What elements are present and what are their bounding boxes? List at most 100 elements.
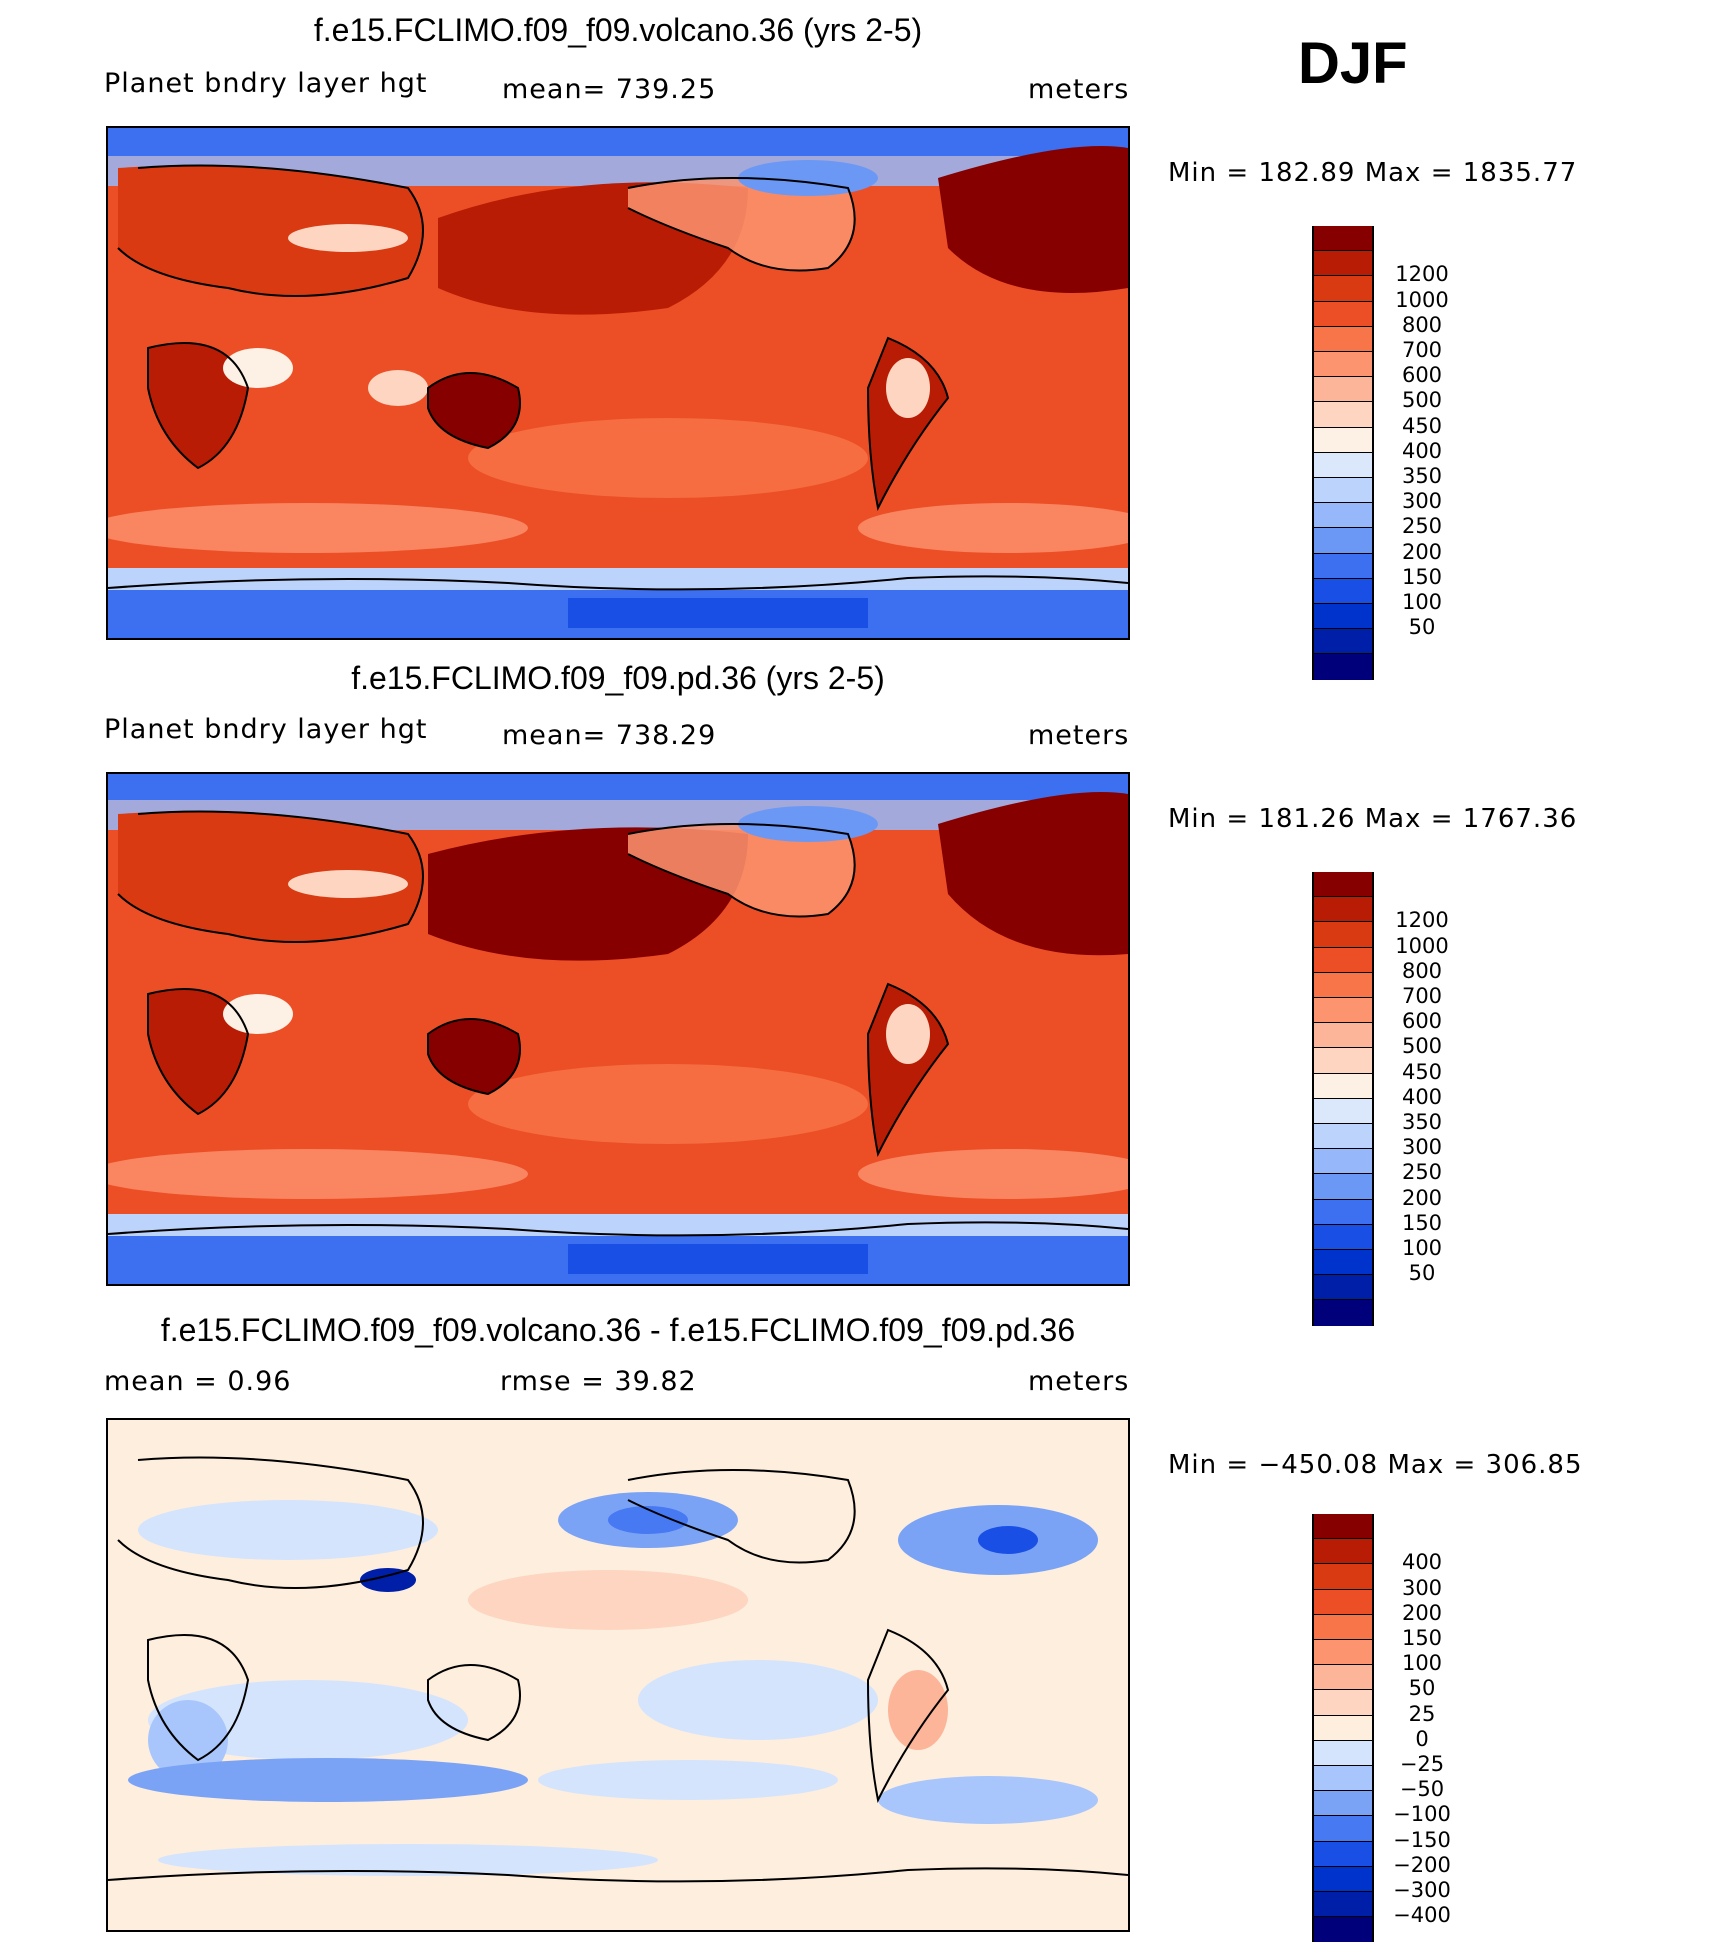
- colorbar-segment: [1314, 452, 1372, 478]
- colorbar-tick-label: 100: [1401, 1651, 1443, 1676]
- colorbar-segment: [1314, 1275, 1372, 1301]
- colorbar-segment: [1314, 1048, 1372, 1074]
- colorbar-tick-label: 250: [1401, 1160, 1443, 1185]
- panel1-mean: mean= 739.25: [502, 74, 717, 105]
- colorbar-tick-label: 200: [1401, 1600, 1443, 1625]
- panel2-mean: mean= 738.29: [502, 720, 717, 751]
- colorbar-tick-label: 700: [1401, 338, 1443, 362]
- colorbar-segment: [1314, 1665, 1372, 1691]
- colorbar-tick-label: 350: [1401, 1110, 1443, 1134]
- panel1-variable: Planet bndry layer hgt: [104, 68, 428, 99]
- colorbar-segment: [1314, 1740, 1372, 1766]
- panel2-variable: Planet bndry layer hgt: [104, 714, 428, 745]
- colorbar-tick-label: 600: [1401, 1009, 1443, 1034]
- colorbar-tick-label: 100: [1401, 590, 1443, 614]
- colorbar-segment: [1314, 629, 1372, 655]
- colorbar-bar: [1312, 226, 1374, 680]
- colorbar-tick-label: −100: [1393, 1802, 1451, 1827]
- colorbar-segment: [1314, 1766, 1372, 1792]
- colorbar-tick-label: 500: [1401, 388, 1443, 413]
- panel1-title: f.e15.FCLIMO.f09_f09.volcano.36 (yrs 2-5…: [313, 12, 923, 48]
- colorbar-tick-label: 600: [1401, 363, 1443, 388]
- colorbar-segment: [1314, 478, 1372, 504]
- panel1-minmax: Min = 182.89 Max = 1835.77: [1168, 158, 1578, 188]
- colorbar-segment: [1314, 604, 1372, 630]
- panel3-units: meters: [1028, 1366, 1130, 1397]
- colorbar-tick-label: 700: [1401, 984, 1443, 1008]
- colorbar-segment: [1314, 1791, 1372, 1817]
- colorbar-segment: [1314, 276, 1372, 302]
- colorbar-tick-label: 400: [1401, 438, 1443, 463]
- colorbar-segment: [1314, 1023, 1372, 1049]
- colorbar-segment: [1314, 352, 1372, 378]
- colorbar-tick-label: −400: [1393, 1903, 1451, 1928]
- colorbar-segment: [1314, 998, 1372, 1024]
- colorbar-segment: [1314, 1892, 1372, 1918]
- panel3-minmax: Min = −450.08 Max = 306.85: [1168, 1450, 1583, 1480]
- colorbar-segment: [1314, 947, 1372, 973]
- colorbar-tick-label: 800: [1401, 958, 1443, 983]
- panel2-minmax: Min = 181.26 Max = 1767.36: [1168, 804, 1578, 834]
- colorbar-tick-label: 400: [1401, 1084, 1443, 1109]
- colorbar-tick-label: 200: [1401, 539, 1443, 564]
- colorbar-segment: [1314, 1816, 1372, 1842]
- colorbar-tick-label: −50: [1399, 1777, 1445, 1802]
- season-label: DJF: [1298, 31, 1408, 96]
- colorbar-tick-label: 1200: [1395, 908, 1449, 933]
- colorbar-tick-label: 1000: [1395, 933, 1449, 958]
- colorbar-tick-label: 450: [1401, 413, 1443, 438]
- colorbar-tick-label: 150: [1401, 1626, 1443, 1650]
- colorbar-segment: [1314, 1250, 1372, 1276]
- colorbar-segment: [1314, 1614, 1372, 1640]
- colorbar-segment: [1314, 872, 1372, 898]
- panel2-map-svg: [108, 774, 1128, 1284]
- colorbar-tick-label: 450: [1401, 1059, 1443, 1084]
- colorbar-segment: [1314, 553, 1372, 579]
- colorbar-tick-label: 50: [1408, 1261, 1436, 1286]
- colorbar-segment: [1314, 1174, 1372, 1200]
- panel1-map: [106, 126, 1130, 640]
- colorbar-tick-label: 300: [1401, 1135, 1443, 1160]
- colorbar-segment: [1314, 1199, 1372, 1225]
- panel3-map-svg: [108, 1420, 1128, 1930]
- colorbar-segment: [1314, 377, 1372, 403]
- colorbar-segment: [1314, 1124, 1372, 1150]
- colorbar-segment: [1314, 427, 1372, 453]
- colorbar-segment: [1314, 1715, 1372, 1741]
- colorbar-segment: [1314, 301, 1372, 327]
- colorbar-segment: [1314, 1564, 1372, 1590]
- panel1-units: meters: [1028, 74, 1130, 105]
- colorbar-segment: [1314, 1539, 1372, 1565]
- colorbar-tick-label: 350: [1401, 464, 1443, 488]
- colorbar-segment: [1314, 251, 1372, 277]
- colorbar-segment: [1314, 1866, 1372, 1892]
- panel3-map: [106, 1418, 1130, 1932]
- colorbar-segment: [1314, 226, 1372, 252]
- colorbar-segment: [1314, 1841, 1372, 1867]
- colorbar-segment: [1314, 897, 1372, 923]
- colorbar-tick-label: 1000: [1395, 287, 1449, 312]
- colorbar-segment: [1314, 1589, 1372, 1615]
- colorbar-segment: [1314, 972, 1372, 998]
- colorbar-tick-label: −200: [1393, 1852, 1451, 1877]
- colorbar-bar: [1312, 1514, 1374, 1942]
- colorbar-tick-label: 500: [1401, 1034, 1443, 1059]
- colorbar-tick-label: 150: [1401, 564, 1443, 589]
- colorbar-tick-label: 0: [1415, 1726, 1429, 1751]
- panel2-units: meters: [1028, 720, 1130, 751]
- colorbar-tick-label: 50: [1408, 615, 1436, 640]
- colorbar-segment: [1314, 1514, 1372, 1540]
- colorbar-tick-label: 1200: [1395, 262, 1449, 287]
- colorbar-segment: [1314, 1640, 1372, 1666]
- panel1-map-svg: [108, 128, 1128, 638]
- colorbar-tick-label: 200: [1401, 1185, 1443, 1210]
- colorbar-segment: [1314, 1917, 1372, 1942]
- colorbar-tick-label: 400: [1401, 1550, 1443, 1575]
- colorbar-bar: [1312, 872, 1374, 1326]
- panel3-rmse: rmse = 39.82: [500, 1366, 697, 1397]
- colorbar-segment: [1314, 1098, 1372, 1124]
- colorbar-tick-label: 50: [1408, 1676, 1436, 1701]
- colorbar-tick-label: 300: [1401, 489, 1443, 514]
- colorbar-segment: [1314, 654, 1372, 680]
- colorbar-tick-label: 250: [1401, 514, 1443, 539]
